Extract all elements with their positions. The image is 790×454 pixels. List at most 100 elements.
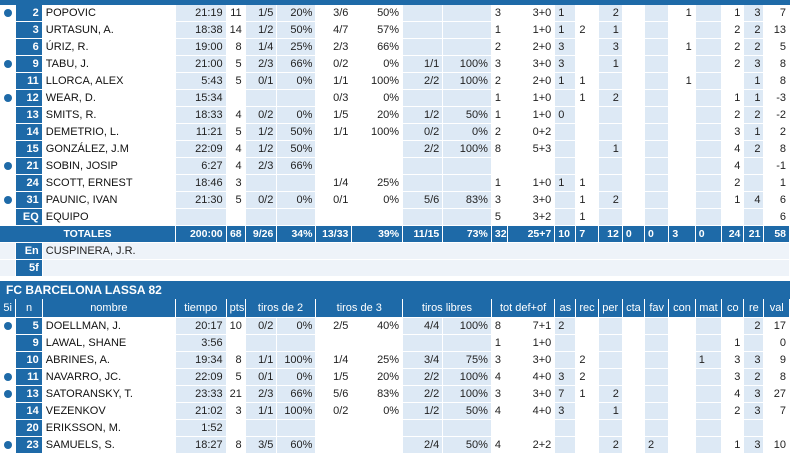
rebounds-total: 1 xyxy=(491,174,508,192)
turnovers: 2 xyxy=(598,5,623,22)
starter-dot-icon xyxy=(3,94,12,103)
totals-t2: 9/26 xyxy=(245,225,278,243)
two-pt-percentage: 0% xyxy=(276,106,317,124)
turnovers: 3 xyxy=(598,38,623,56)
rebounds-total: 3 xyxy=(491,5,508,22)
dunks xyxy=(695,174,723,192)
minutes: 21:30 xyxy=(175,191,227,209)
blocks-against xyxy=(668,436,696,454)
valuation: 8 xyxy=(763,72,790,90)
player-name: DOELLMAN, J. xyxy=(42,317,176,335)
player-row: 20 ERIKSSON, M. 1:52 xyxy=(0,419,790,437)
three-pt-percentage xyxy=(351,140,404,158)
three-pt-percentage: 0% xyxy=(351,89,404,107)
fouls-received: 4 xyxy=(743,191,765,209)
player-number: 2 xyxy=(15,5,43,22)
minutes xyxy=(175,208,227,226)
turnovers: 2 xyxy=(598,436,623,454)
player-name: PAUNIC, IVAN xyxy=(42,191,176,209)
counterattacks xyxy=(622,385,646,403)
turnovers: 1 xyxy=(598,21,623,39)
assists: 1 xyxy=(554,5,577,22)
player-name: SAMUELS, S. xyxy=(42,436,176,454)
free-throw-percentage: 100% xyxy=(442,317,492,335)
points: 5 xyxy=(226,55,246,73)
dunks xyxy=(695,21,723,39)
free-throw-percentage: 100% xyxy=(442,55,492,73)
assists xyxy=(554,89,577,107)
free-throws-made-attempted: 2/2 xyxy=(402,385,444,403)
counterattacks xyxy=(622,5,646,22)
blocks-against xyxy=(668,368,696,386)
assists: 3 xyxy=(554,368,577,386)
valuation: 2 xyxy=(763,123,790,141)
two-pt-percentage xyxy=(276,89,317,107)
rebounds-total: 3 xyxy=(491,385,508,403)
free-throw-percentage: 83% xyxy=(442,191,492,209)
counterattacks xyxy=(622,334,646,352)
header-blocks-against: con xyxy=(668,299,696,318)
assists: 3 xyxy=(554,402,577,420)
valuation: 10 xyxy=(763,436,790,454)
counterattacks xyxy=(622,351,646,369)
player-name: SMITS, R. xyxy=(42,106,176,124)
starter-marker xyxy=(0,419,17,437)
minutes: 5:43 xyxy=(175,72,227,90)
rebounds-def-off xyxy=(507,157,556,175)
rebounds-def-off: 4+0 xyxy=(507,402,556,420)
points: 5 xyxy=(226,72,246,90)
header-steals: rec xyxy=(575,299,599,318)
minutes: 19:34 xyxy=(175,351,227,369)
steals: 1 xyxy=(575,385,599,403)
rebounds-total: 8 xyxy=(491,140,508,158)
dunks xyxy=(695,55,723,73)
fouls-committed: 2 xyxy=(721,55,745,73)
blocks-against xyxy=(668,140,696,158)
counterattacks xyxy=(622,72,646,90)
blocks-for xyxy=(644,334,670,352)
rebounds-def-off: 2+2 xyxy=(507,436,556,454)
free-throw-percentage xyxy=(442,419,492,437)
header-name: nombre xyxy=(42,299,176,318)
two-pt-made-attempted xyxy=(245,208,278,226)
blocks-against xyxy=(668,174,696,192)
player-row: 31 PAUNIC, IVAN 21:30 5 0/2 0% 0/1 0% 5/6 83% 3 3+0… xyxy=(0,191,790,209)
valuation: 7 xyxy=(763,402,790,420)
two-pt-percentage: 0% xyxy=(276,368,317,386)
assists xyxy=(554,191,577,209)
blocks-for xyxy=(644,21,670,39)
assists xyxy=(554,157,577,175)
free-throw-percentage: 50% xyxy=(442,402,492,420)
rebounds-def-off: 1+0 xyxy=(507,334,556,352)
two-pt-made-attempted: 1/1 xyxy=(245,402,278,420)
three-pt-percentage: 20% xyxy=(351,368,404,386)
player-name: LLORCA, ALEX xyxy=(42,72,176,90)
totals-tlp: 73% xyxy=(442,225,492,243)
rebounds-total: 2 xyxy=(491,123,508,141)
player-number: 6 xyxy=(15,38,43,56)
steals xyxy=(575,123,599,141)
fouls-received: 2 xyxy=(743,21,765,39)
player-number: 24 xyxy=(15,174,43,192)
two-pt-percentage: 100% xyxy=(276,351,317,369)
dunks xyxy=(695,140,723,158)
turnovers xyxy=(598,368,623,386)
header-valuation: val xyxy=(763,299,790,318)
starter-marker xyxy=(0,317,17,335)
blocks-for xyxy=(644,106,670,124)
header-points: pts xyxy=(226,299,246,318)
blocks-against xyxy=(668,123,696,141)
blocks-against: 1 xyxy=(668,5,696,22)
player-number: 14 xyxy=(15,402,43,420)
three-pt-made-attempted xyxy=(315,334,353,352)
player-name: GONZÁLEZ, J.M xyxy=(42,140,176,158)
player-row: 23 SAMUELS, S. 18:27 8 3/5 60% 2/4 50% 4 2+2 2 2 1 3 1… xyxy=(0,436,790,454)
three-pt-made-attempted: 0/2 xyxy=(315,55,353,73)
fouls-received: 3 xyxy=(743,55,765,73)
player-row: 9 TABU, J. 21:00 5 2/3 66% 0/2 0% 1/1 100% 3 3+0 3 1 2… xyxy=(0,55,790,73)
starter-marker xyxy=(0,351,17,369)
three-pt-made-attempted xyxy=(315,208,353,226)
steals xyxy=(575,419,599,437)
totals-fc: 24 xyxy=(721,225,745,243)
player-row: 6 ÚRIZ, R. 19:00 8 1/4 25% 2/3 66% 2 2+0 3 3 1 2 2 5 xyxy=(0,38,790,56)
